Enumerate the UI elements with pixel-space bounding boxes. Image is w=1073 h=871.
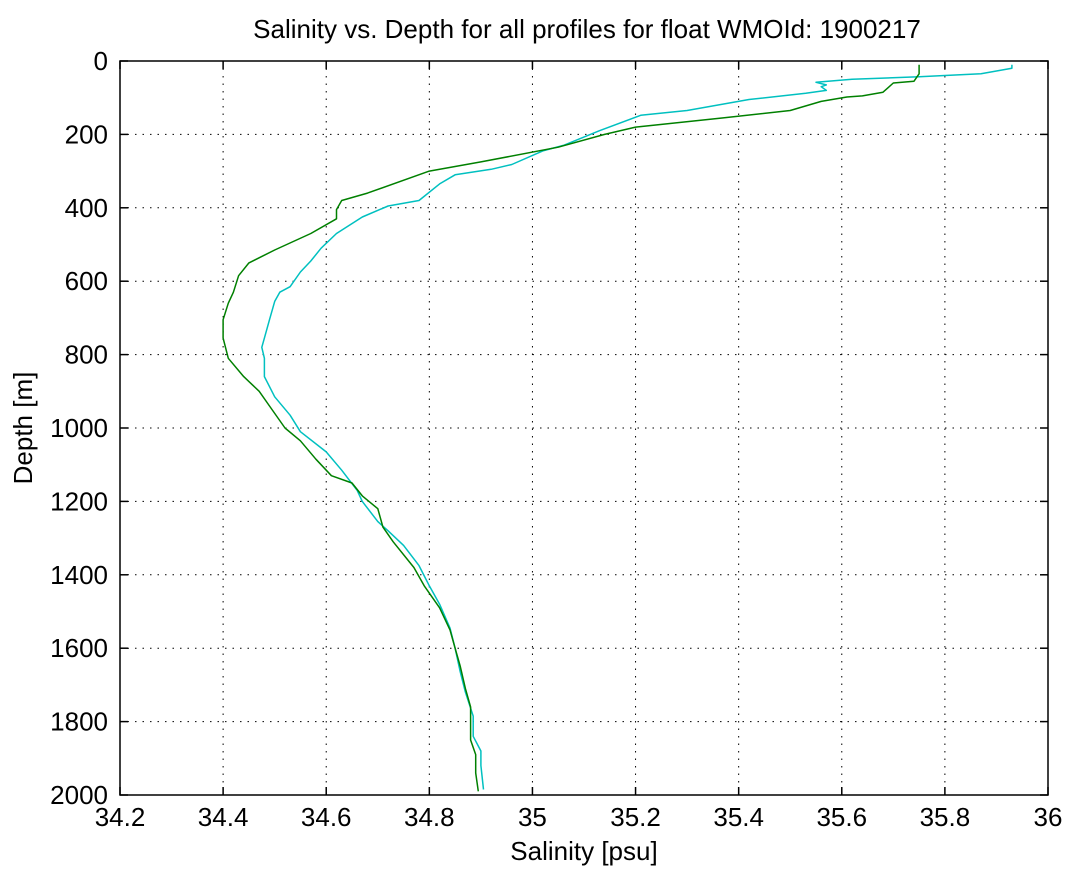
y-tick-label: 400 [65,193,108,223]
y-tick-label: 800 [65,340,108,370]
x-tick-label: 34.8 [404,802,455,832]
series-line-1 [261,64,1013,790]
series-lines [222,64,1013,792]
x-tick-label: 36 [1034,802,1063,832]
y-tick-label: 600 [65,266,108,296]
y-tick-label: 1600 [50,633,108,663]
x-tick-label: 35.4 [713,802,764,832]
series-line-2 [222,64,920,792]
y-axis-label: Depth [m] [8,372,38,485]
x-tick-label: 34.2 [95,802,146,832]
y-tick-label: 2000 [50,780,108,810]
x-tick-label: 34.4 [198,802,249,832]
tick-labels: 34.2 34.4 34.6 34.8 35 35.2 35.4 35.6 35.8 36 0 200… [50,46,1062,832]
grid-lines [120,61,1048,795]
x-axis-label: Salinity [psu] [510,836,657,866]
y-tick-label: 1400 [50,560,108,590]
x-tick-label: 35 [518,802,547,832]
x-tick-label: 35.6 [816,802,867,832]
y-tick-label: 200 [65,119,108,149]
axis-ticks [119,60,1049,796]
y-tick-label: 1800 [50,707,108,737]
x-tick-label: 35.2 [610,802,661,832]
y-tick-label: 1000 [50,413,108,443]
y-tick-label: 1200 [50,486,108,516]
x-tick-label: 35.8 [920,802,971,832]
y-tick-label: 0 [94,46,108,76]
chart-title: Salinity vs. Depth for all profiles for … [253,14,921,44]
x-tick-label: 34.6 [301,802,352,832]
